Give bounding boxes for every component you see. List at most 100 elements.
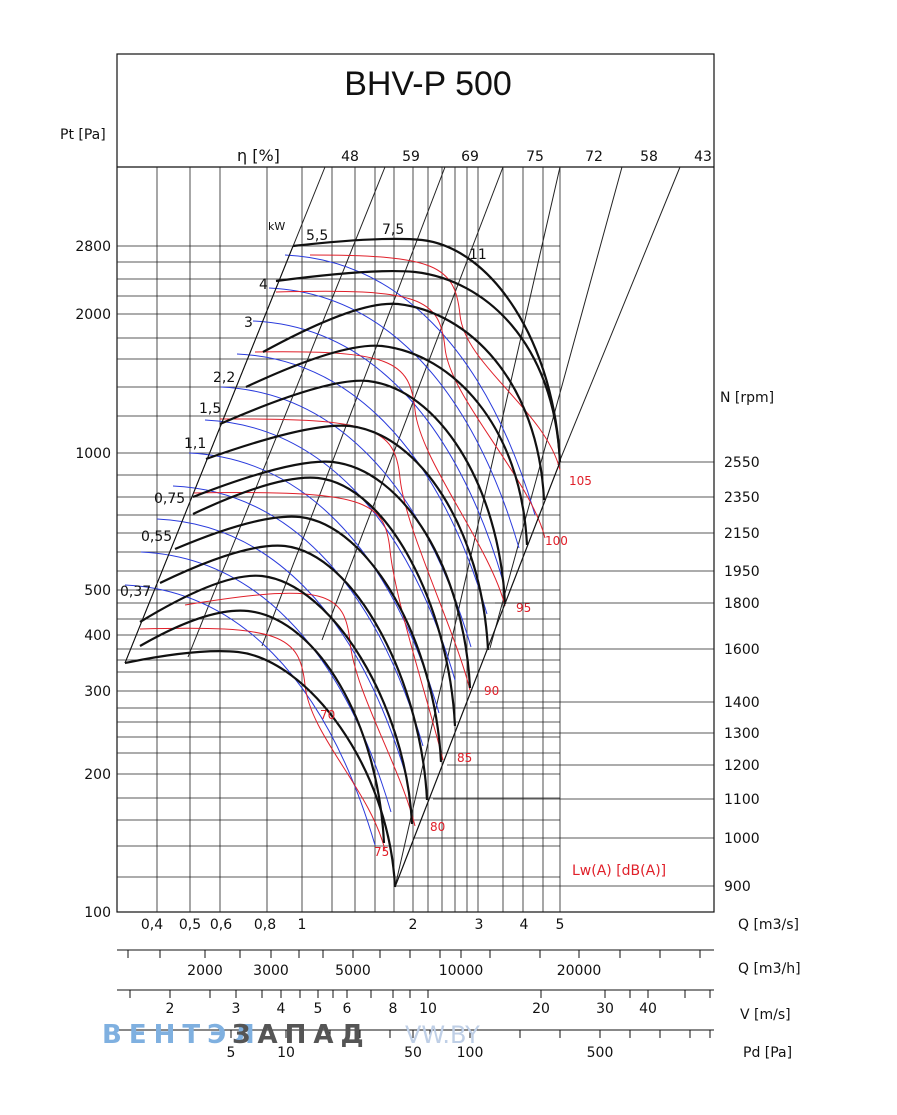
x-tick-label: 30 — [596, 1001, 614, 1017]
x-tick-label: 5 — [227, 1045, 236, 1061]
speed-value: 1300 — [724, 726, 760, 742]
x-tick-label: 50 — [404, 1045, 422, 1061]
efficiency-line — [394, 166, 561, 888]
efficiency-value: 48 — [341, 149, 359, 165]
sound-value: 105 — [569, 474, 592, 488]
power-curve — [252, 320, 504, 582]
speed-value: 1000 — [724, 831, 760, 847]
x-tick-label: 5 — [556, 917, 565, 933]
y-tick-label: 100 — [84, 905, 111, 921]
speed-curve — [292, 237, 562, 463]
efficiency-value: 75 — [526, 149, 544, 165]
x-tick-label: 0,8 — [254, 917, 276, 933]
x-tick-label: 10 — [277, 1045, 295, 1061]
power-value: 0,55 — [141, 529, 172, 545]
x-tick-label: 3 — [475, 917, 484, 933]
x-tick-label: 20000 — [557, 963, 602, 979]
power-curve — [156, 518, 408, 780]
power-curve — [284, 254, 536, 516]
x-tick-label: 10000 — [439, 963, 484, 979]
chart-title: BHV-P 500 — [344, 65, 512, 103]
speed-labels: 2550 2350 2150 1950 1800 1600 1400 1300 1200 1100… — [395, 455, 760, 895]
x-tick-label: 8 — [389, 1001, 398, 1017]
x-tick-label: 2 — [166, 1001, 175, 1017]
x-tick-label: 1 — [298, 917, 307, 933]
sound-curves — [139, 254, 561, 851]
power-curve — [188, 452, 440, 714]
x-axis-label: V [m/s] — [740, 1007, 791, 1023]
x-tick-label: 5 — [314, 1001, 323, 1017]
power-value: 11 — [469, 247, 487, 263]
power-curve — [204, 419, 456, 681]
power-value: 0,37 — [120, 584, 151, 600]
efficiency-value: 59 — [402, 149, 420, 165]
efficiency-value: 43 — [694, 149, 712, 165]
sound-value: 85 — [457, 751, 472, 765]
sound-value: 100 — [545, 534, 568, 548]
efficiency-line — [557, 166, 681, 466]
efficiency-line — [489, 166, 623, 649]
x-tick-label: 4 — [277, 1001, 286, 1017]
speed-value: 1950 — [724, 564, 760, 580]
speed-value: 2150 — [724, 526, 760, 542]
speed-curve — [139, 574, 414, 825]
sound-curve — [309, 254, 561, 471]
watermark-url: VW.BY — [405, 1021, 480, 1049]
speed-curve — [275, 269, 562, 463]
speed-value: 2550 — [724, 455, 760, 471]
grid-lines — [117, 167, 561, 912]
speed-value: 1800 — [724, 596, 760, 612]
x-tick-label: 3000 — [253, 963, 289, 979]
power-value: 3 — [244, 315, 253, 331]
efficiency-line — [187, 166, 386, 658]
x-tick-label: 20 — [532, 1001, 550, 1017]
speed-curve — [205, 424, 490, 651]
power-curves — [124, 254, 536, 846]
sound-level-label: Lw(A) [dB(A)] — [572, 863, 666, 879]
speed-curve — [174, 515, 443, 763]
sound-value: 90 — [484, 684, 499, 698]
chart-frame — [116, 53, 715, 913]
sound-value: 75 — [374, 845, 389, 859]
y-tick-label: 1000 — [75, 446, 111, 462]
power-curve — [236, 353, 488, 615]
y-tick-label: 2800 — [75, 239, 111, 255]
x-tick-label: 4 — [520, 917, 529, 933]
x-tick-label: 0,6 — [210, 917, 232, 933]
x-axis-label: Q [m3/s] — [738, 917, 799, 933]
y-tick-label: 2000 — [75, 307, 111, 323]
speed-curve — [124, 650, 397, 888]
speed-curve — [219, 379, 507, 605]
x-tick-label: 2 — [409, 917, 418, 933]
speed-curve — [159, 544, 429, 801]
power-value: 5,5 — [306, 228, 328, 244]
y-axis-ticks: 100 200 300 400 500 1000 2000 2800 — [75, 239, 111, 921]
power-value: 0,75 — [154, 491, 185, 507]
speed-value: 1600 — [724, 642, 760, 658]
start-boundary-line — [124, 245, 294, 664]
watermark-brand-left: ВЕНТЭЛ — [102, 1020, 262, 1050]
y-axis-label: Pt [Pa] — [60, 127, 106, 143]
sound-labels: 105 100 95 90 85 80 75 70 — [320, 474, 592, 859]
speed-curve — [139, 609, 386, 844]
power-labels: 0,37 0,55 0,75 1,1 1,5 2,2 3 4 5,5 7,5 11 — [120, 222, 487, 600]
x-tick-label: 6 — [343, 1001, 352, 1017]
y-tick-label: 200 — [84, 767, 111, 783]
rpm-axis-label: N [rpm] — [720, 390, 774, 406]
y-tick-label: 300 — [84, 684, 111, 700]
sound-curve — [192, 492, 444, 761]
x-axis-label: Q [m3/h] — [738, 961, 801, 977]
speed-value: 900 — [724, 879, 751, 895]
power-value: 4 — [259, 277, 268, 293]
power-value: 2,2 — [213, 370, 235, 386]
x-tick-label: 5000 — [335, 963, 371, 979]
speed-curves — [124, 237, 562, 888]
x-axes: Q [m3/s] 0,4 0,5 0,6 0,8 1 2 3 4 5 Q [m3/h] 2000 300… — [117, 917, 801, 1061]
power-value: 1,1 — [184, 436, 206, 452]
x-tick-label: 10 — [419, 1001, 437, 1017]
speed-value: 1100 — [724, 792, 760, 808]
sound-value: 80 — [430, 820, 445, 834]
x-tick-label: 2000 — [187, 963, 223, 979]
x-tick-label: 0,4 — [141, 917, 163, 933]
efficiency-value: 72 — [585, 149, 603, 165]
